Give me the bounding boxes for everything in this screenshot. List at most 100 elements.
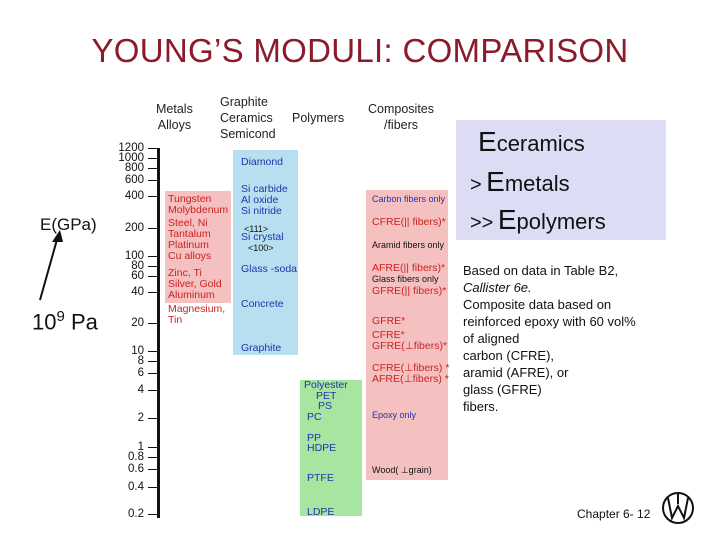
comp-cfre-par: CFRE(|| fibers)* bbox=[372, 216, 446, 228]
y-tick-label: 200 bbox=[124, 222, 144, 234]
eq-sub-ceramics: ceramics bbox=[496, 131, 585, 156]
comp-cfre-perp: CFRE(⊥fibers) * bbox=[372, 362, 450, 374]
y-tick-label: 600 bbox=[124, 174, 144, 186]
y-tick-label: 1200 bbox=[118, 142, 144, 154]
y-tick-mark bbox=[148, 469, 158, 470]
eq-e2: E bbox=[486, 166, 505, 197]
y-tick-mark bbox=[148, 228, 158, 229]
y-tick-mark bbox=[148, 418, 158, 419]
metal-steel: Steel, Ni bbox=[168, 217, 208, 229]
note-line-7: aramid (AFRE), or bbox=[463, 365, 569, 380]
unit-base: 10 bbox=[32, 309, 57, 335]
eq-line-1: Eceramics bbox=[478, 126, 585, 158]
header-metals: Metals Alloys bbox=[156, 101, 193, 133]
y-tick-label: 10 bbox=[131, 345, 144, 357]
y-tick-label: 100 bbox=[124, 250, 144, 262]
y-tick-label: 40 bbox=[131, 286, 144, 298]
metal-silver: Silver, Gold bbox=[168, 278, 222, 290]
comp-gfre-quasi: GFRE* bbox=[372, 315, 406, 327]
y-tick-mark bbox=[148, 323, 158, 324]
ceramic-111: <111> bbox=[244, 224, 269, 234]
y-tick-label: 8 bbox=[137, 355, 144, 367]
header-graphite-text: Graphite Ceramics Semicond bbox=[220, 95, 276, 141]
note-line-4: reinforced epoxy with 60 vol% bbox=[463, 314, 636, 329]
polymer-hdpe: HDPE bbox=[307, 442, 337, 454]
note-line-6: carbon (CFRE), bbox=[463, 348, 555, 363]
metal-magnesium: Magnesium, bbox=[168, 303, 226, 315]
header-metals-text: Metals Alloys bbox=[156, 102, 193, 132]
note-line-1: Based on data in Table B2, bbox=[463, 263, 619, 278]
y-tick-label: 1 bbox=[137, 441, 144, 453]
unit-tail: Pa bbox=[70, 309, 98, 335]
metal-tungsten: Tungsten bbox=[168, 193, 212, 205]
ceramic-concrete: Concrete bbox=[241, 298, 284, 310]
y-tick-label: 0.6 bbox=[128, 463, 144, 475]
axis-arrow bbox=[39, 230, 63, 301]
y-tick-mark bbox=[148, 276, 158, 277]
y-tick-label: 800 bbox=[124, 162, 144, 174]
header-graphite-ceramics: Graphite Ceramics Semicond bbox=[220, 94, 276, 142]
y-tick-label: 0.8 bbox=[128, 451, 144, 463]
y-tick-mark bbox=[148, 390, 158, 391]
eq-gt: > bbox=[470, 174, 482, 196]
comp-glass-fibers: Glass fibers only bbox=[372, 274, 439, 284]
comp-afre-par: AFRE(|| fibers)* bbox=[372, 262, 446, 274]
ceramics-band bbox=[233, 150, 298, 355]
metal-tantalum: Tantalum bbox=[168, 228, 211, 240]
y-tick-mark bbox=[148, 256, 158, 257]
comp-aramid-fibers: Aramid fibers only bbox=[372, 240, 445, 250]
chapter-footer: Chapter 6- 12 bbox=[577, 507, 651, 521]
header-composites-text: Composites /fibers bbox=[368, 102, 434, 132]
metals-band bbox=[165, 191, 231, 303]
ceramic-si-crystal: Si crystal bbox=[241, 231, 284, 243]
note-line-3: Composite data based on bbox=[463, 297, 612, 312]
eq-gtgt: >> bbox=[470, 212, 494, 234]
ceramic-100: <100> bbox=[248, 243, 274, 253]
comp-carbon-fibers: Carbon fibers only bbox=[372, 194, 446, 204]
comp-cfre-quasi: CFRE* bbox=[372, 329, 405, 341]
y-tick-mark bbox=[148, 351, 158, 352]
y-tick-label: 80 bbox=[131, 260, 144, 272]
comp-wood: Wood( ⊥grain) bbox=[372, 465, 432, 475]
ceramic-sic: Si carbide bbox=[241, 183, 288, 195]
eq-e1: E bbox=[478, 126, 497, 157]
y-tick-label: 2 bbox=[137, 412, 144, 424]
y-tick-mark bbox=[148, 457, 158, 458]
comp-gfre-par: GFRE(|| fibers)* bbox=[372, 285, 447, 297]
comparison-box bbox=[456, 120, 666, 240]
metal-tin: Tin bbox=[168, 314, 183, 326]
y-tick-mark bbox=[148, 373, 158, 374]
header-composites: Composites /fibers bbox=[368, 101, 434, 133]
y-tick-label: 6 bbox=[137, 367, 144, 379]
y-tick-mark bbox=[148, 196, 158, 197]
polymer-ptfe: PTFE bbox=[307, 472, 334, 484]
y-tick-mark bbox=[148, 180, 158, 181]
y-tick-mark bbox=[148, 447, 158, 448]
metal-aluminum: Aluminum bbox=[168, 289, 215, 301]
y-tick-mark bbox=[148, 487, 158, 488]
polymers-band bbox=[300, 380, 362, 516]
polymer-ps: PS bbox=[318, 400, 333, 412]
metal-platinum: Platinum bbox=[168, 239, 209, 251]
note-line-5: of aligned bbox=[463, 331, 520, 346]
ceramic-graphite: Graphite bbox=[241, 342, 282, 354]
composites-band bbox=[366, 190, 448, 480]
slide-title: YOUNG’S MODULI: COMPARISON bbox=[91, 32, 629, 69]
eq-e3: E bbox=[497, 204, 517, 235]
y-axis-line bbox=[157, 148, 160, 518]
metal-molybdenum: Molybdenum bbox=[168, 204, 229, 216]
ceramic-si-nitride: Si nitride bbox=[241, 205, 282, 217]
eq-line-3: >> Epolymers bbox=[470, 204, 606, 236]
y-tick-label: 0.2 bbox=[128, 508, 144, 520]
note-line-8: glass (GFRE) bbox=[463, 382, 542, 397]
ceramic-diamond: Diamond bbox=[241, 156, 284, 168]
polymer-polyester: Polyester bbox=[304, 379, 348, 391]
note-line-9: fibers. bbox=[463, 399, 499, 414]
university-logo-icon bbox=[662, 492, 694, 524]
y-tick-label: 400 bbox=[124, 190, 144, 202]
polymer-pc: PC bbox=[307, 411, 322, 423]
y-tick-mark bbox=[148, 361, 158, 362]
metals-labels: Tungsten Molybdenum Steel, Ni Tantalum P… bbox=[168, 194, 228, 326]
y-tick-label: 1000 bbox=[118, 152, 144, 164]
y-tick-mark bbox=[148, 158, 158, 159]
